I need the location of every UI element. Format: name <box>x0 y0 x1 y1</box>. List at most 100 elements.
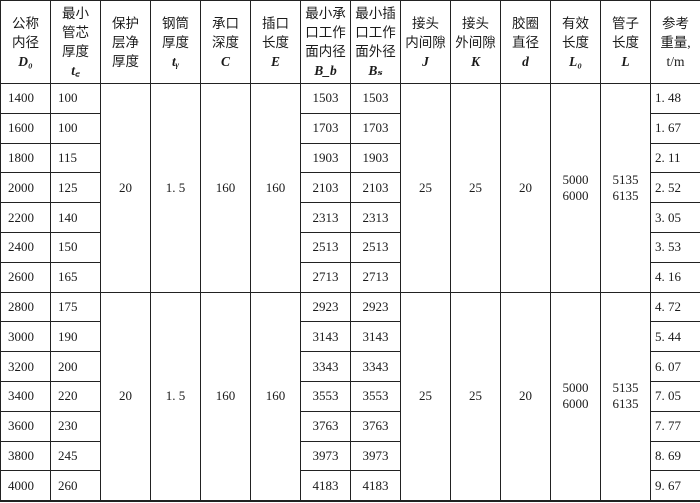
reference-weight-cell: 7. 05 <box>650 380 700 412</box>
column-header: 最小插 口工作 面外径 Bₛ <box>350 0 401 84</box>
nominal-diameter-cell: 4000 <box>0 470 51 502</box>
reference-weight-cell: 5. 44 <box>650 321 700 353</box>
nominal-diameter-cell: 2200 <box>0 202 51 233</box>
column-header: 插口 长度 E <box>250 0 301 84</box>
column-header-label: 有效 长度 <box>562 15 589 50</box>
core-thickness-cell: 150 <box>50 231 101 263</box>
column-header-label: 参考 重量, t/m <box>660 15 691 69</box>
reference-weight-cell: 6. 07 <box>650 351 700 382</box>
column-header-label: 最小 管芯 厚度 <box>62 6 89 59</box>
nominal-diameter-cell: 3400 <box>0 380 51 412</box>
table-row: 2000 125 2103 2103 2. 52 <box>0 172 700 204</box>
column-header-label: 钢筒 厚度 <box>162 15 189 50</box>
core-thickness-cell: 200 <box>50 351 101 382</box>
core-thickness-cell: 260 <box>50 470 101 502</box>
socket-inner-diameter-cell: 2513 <box>300 231 351 263</box>
nominal-diameter-cell: 1400 <box>0 83 51 114</box>
table-row: 2600 165 2713 2713 4. 16 <box>0 261 700 293</box>
socket-inner-diameter-cell: 2103 <box>300 172 351 204</box>
pipe-length-cell: 5135 6135 <box>600 83 651 293</box>
protect-thickness-cell: 20 <box>100 291 151 502</box>
spigot-length-cell: 160 <box>250 291 301 502</box>
core-thickness-cell: 230 <box>50 410 101 442</box>
column-header: 有效 长度 L₀ <box>550 0 601 84</box>
pipe-length-cell: 5135 6135 <box>600 291 651 502</box>
nominal-diameter-cell: 1600 <box>0 112 51 144</box>
column-symbol: L₀ <box>569 53 582 69</box>
core-thickness-cell: 175 <box>50 291 101 323</box>
reference-weight-cell: 1. 67 <box>650 112 700 144</box>
spigot-outer-diameter-cell: 1503 <box>350 83 401 114</box>
socket-inner-diameter-cell: 3553 <box>300 380 351 412</box>
nominal-diameter-cell: 2800 <box>0 291 51 323</box>
core-thickness-cell: 140 <box>50 202 101 233</box>
nominal-diameter-cell: 2400 <box>0 231 51 263</box>
column-header-label: 插口 长度 <box>262 15 289 50</box>
reference-weight-cell: 9. 67 <box>650 470 700 502</box>
column-symbol: J <box>422 53 429 69</box>
table-row: 2200 140 2313 2313 3. 05 <box>0 202 700 233</box>
gasket-diameter-cell: 20 <box>500 291 551 502</box>
spigot-outer-diameter-cell: 2103 <box>350 172 401 204</box>
column-header: 接头 内间隙 J <box>400 0 451 84</box>
protect-thickness-cell: 20 <box>100 83 151 293</box>
table-row: 3600 230 3763 3763 7. 77 <box>0 410 700 442</box>
socket-inner-diameter-cell: 1703 <box>300 112 351 144</box>
spigot-outer-diameter-cell: 4183 <box>350 470 401 502</box>
nominal-diameter-cell: 3800 <box>0 440 51 472</box>
steel-thickness-cell: 1. 5 <box>150 291 201 502</box>
spigot-outer-diameter-cell: 2513 <box>350 231 401 263</box>
nominal-diameter-cell: 3600 <box>0 410 51 442</box>
column-header-label: 管子 长度 <box>612 15 639 50</box>
column-header: 钢筒 厚度 tᵧ <box>150 0 201 84</box>
reference-weight-cell: 8. 69 <box>650 440 700 472</box>
spigot-outer-diameter-cell: 3143 <box>350 321 401 353</box>
column-header: 管子 长度 L <box>600 0 651 84</box>
table-row: 4000 260 4183 4183 9. 67 <box>0 470 700 502</box>
spigot-outer-diameter-cell: 2313 <box>350 202 401 233</box>
reference-weight-cell: 4. 72 <box>650 291 700 323</box>
column-header: 保护 层净 厚度 <box>100 0 151 84</box>
reference-weight-cell: 2. 11 <box>650 142 700 174</box>
nominal-diameter-cell: 3200 <box>0 351 51 382</box>
column-symbol: E <box>270 53 280 69</box>
column-header: 胶圈 直径 d <box>500 0 551 84</box>
column-header-label: 公称 内径 <box>12 15 39 50</box>
column-symbol: D₀ <box>18 53 33 69</box>
socket-inner-diameter-cell: 2713 <box>300 261 351 293</box>
column-symbol: t꜀ <box>71 63 80 78</box>
steel-thickness-cell: 1. 5 <box>150 83 201 293</box>
core-thickness-cell: 115 <box>50 142 101 174</box>
column-symbol: Bₛ <box>368 63 383 78</box>
column-symbol: K <box>470 53 480 69</box>
column-header-label: 最小承 口工作 面内径 <box>305 6 346 59</box>
effective-length-cell: 5000 6000 <box>550 291 601 502</box>
column-header-label: 保护 层净 厚度 <box>112 15 139 69</box>
table-row: 3400 220 3553 3553 7. 05 <box>0 380 700 412</box>
core-thickness-cell: 125 <box>50 172 101 204</box>
column-header-label: 最小插 口工作 面外径 <box>355 6 396 59</box>
inner-gap-cell: 25 <box>400 291 451 502</box>
socket-inner-diameter-cell: 3143 <box>300 321 351 353</box>
outer-gap-cell: 25 <box>450 83 501 293</box>
spigot-outer-diameter-cell: 1903 <box>350 142 401 174</box>
socket-depth-cell: 160 <box>200 291 251 502</box>
reference-weight-cell: 3. 05 <box>650 202 700 233</box>
table-row: 1600 100 1703 1703 1. 67 <box>0 112 700 144</box>
spigot-outer-diameter-cell: 3343 <box>350 351 401 382</box>
gasket-diameter-cell: 20 <box>500 83 551 293</box>
reference-weight-cell: 2. 52 <box>650 172 700 204</box>
column-header-label: 接头 内间隙 <box>405 15 446 50</box>
column-symbol: B_b <box>314 63 337 78</box>
column-header-label: 接头 外间隙 <box>455 15 496 50</box>
column-symbol: d <box>522 53 529 69</box>
socket-inner-diameter-cell: 4183 <box>300 470 351 502</box>
table-row: 2800 175 20 1. 5 160 160 2923 2923 25 25 20 5000 60… <box>0 291 700 502</box>
nominal-diameter-cell: 3000 <box>0 321 51 353</box>
table-row: 2400 150 2513 2513 3. 53 <box>0 231 700 263</box>
spigot-outer-diameter-cell: 1703 <box>350 112 401 144</box>
column-symbol: tᵧ <box>171 53 180 69</box>
inner-gap-cell: 25 <box>400 83 451 293</box>
